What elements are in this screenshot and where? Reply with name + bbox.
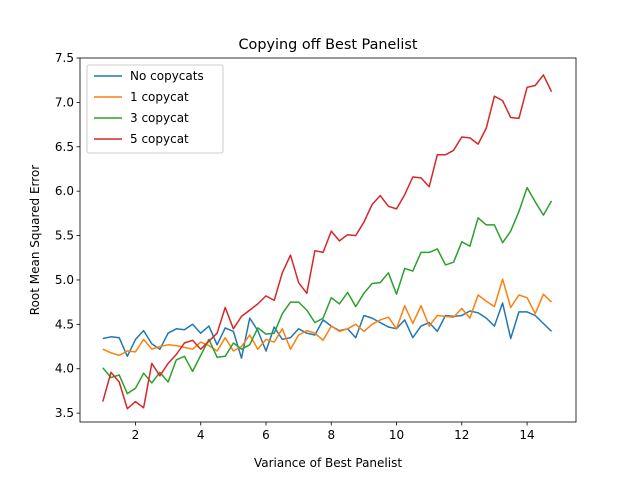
x-tick-label: 2 bbox=[132, 428, 140, 442]
legend-label-1: 1 copycat bbox=[130, 90, 189, 104]
x-axis-ticks: 2 4 6 8 10 12 14 bbox=[132, 422, 535, 442]
y-axis-title: Root Mean Squared Error bbox=[28, 165, 42, 316]
x-tick-label: 4 bbox=[197, 428, 205, 442]
chart-title: Copying off Best Panelist bbox=[238, 37, 417, 53]
y-tick-label: 5.5 bbox=[55, 229, 74, 243]
legend-label-3: 5 copycat bbox=[130, 132, 189, 146]
series-lines bbox=[102, 74, 553, 410]
series-line-0 bbox=[102, 302, 553, 359]
x-tick-label: 14 bbox=[519, 428, 534, 442]
y-tick-label: 4.0 bbox=[55, 362, 74, 376]
x-tick-label: 8 bbox=[327, 428, 335, 442]
legend-label-0: No copycats bbox=[130, 69, 204, 83]
y-tick-label: 6.5 bbox=[55, 140, 74, 154]
y-tick-label: 7.0 bbox=[55, 95, 74, 109]
legend-label-2: 3 copycat bbox=[130, 111, 189, 125]
y-tick-label: 6.0 bbox=[55, 184, 74, 198]
y-tick-label: 4.5 bbox=[55, 317, 74, 331]
plot-frame bbox=[79, 57, 577, 423]
y-axis-ticks: 3.5 4.0 4.5 5.0 5.5 6.0 6.5 7.0 7.5 bbox=[55, 51, 80, 420]
x-axis-title: Variance of Best Panelist bbox=[254, 456, 402, 470]
y-tick-label: 3.5 bbox=[55, 406, 74, 420]
y-tick-label: 7.5 bbox=[55, 51, 74, 65]
series-line-3 bbox=[102, 74, 553, 410]
x-tick-label: 12 bbox=[454, 428, 469, 442]
y-tick-label: 5.0 bbox=[55, 273, 74, 287]
legend: No copycats 1 copycat 3 copycat 5 copycat bbox=[86, 64, 224, 154]
x-tick-label: 6 bbox=[262, 428, 270, 442]
legend-frame bbox=[86, 64, 224, 154]
series-line-2 bbox=[102, 186, 553, 395]
series-line-1 bbox=[102, 278, 553, 357]
x-tick-label: 10 bbox=[389, 428, 404, 442]
